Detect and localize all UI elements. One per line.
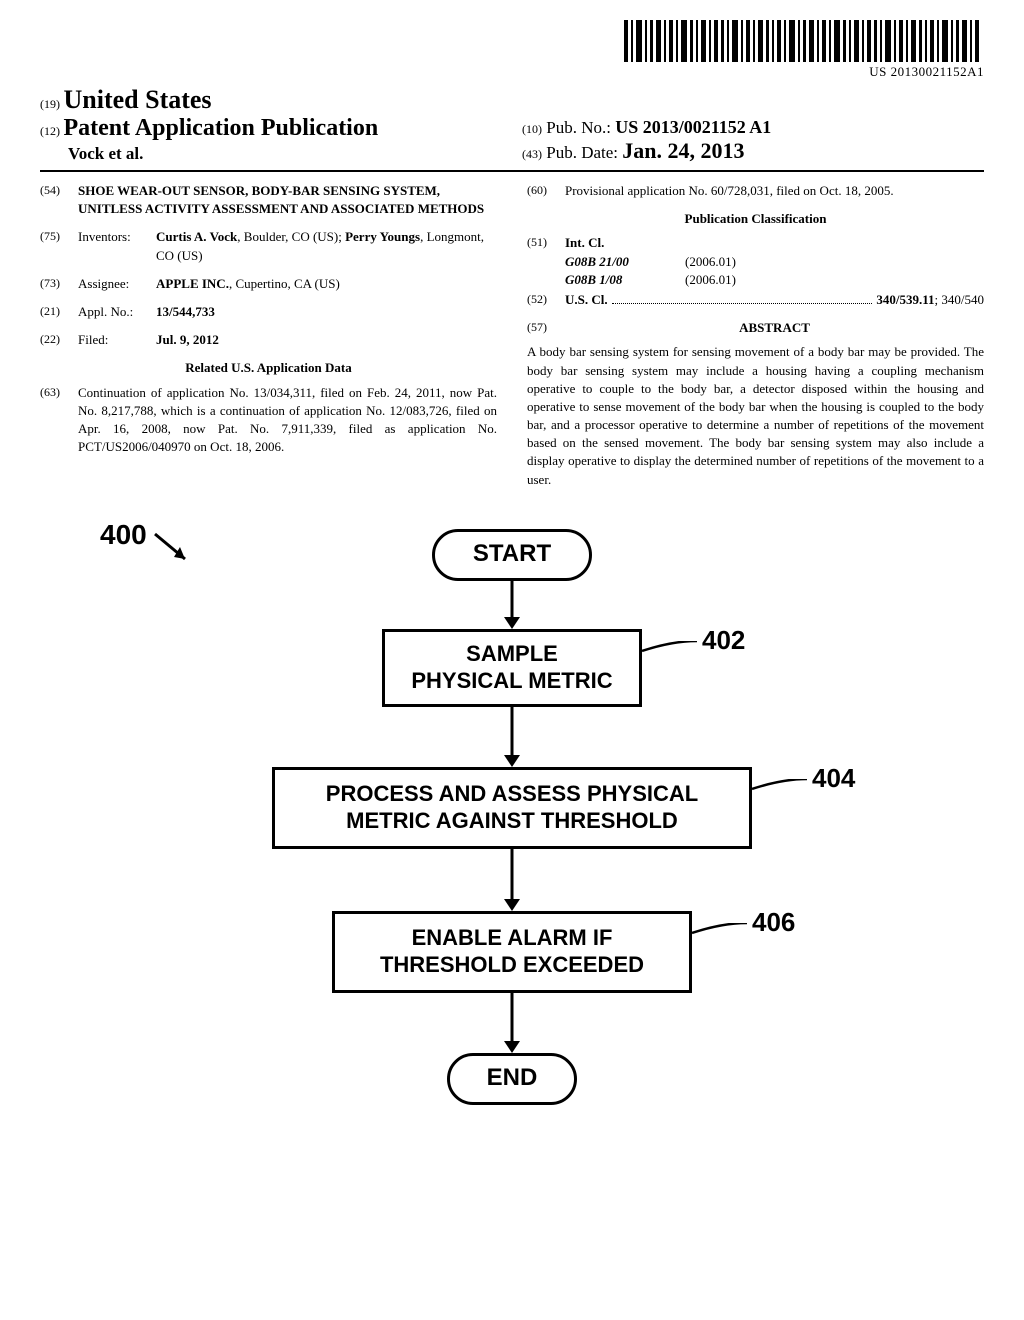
prov-text: Provisional application No. 60/728,031, … bbox=[565, 182, 984, 200]
ref-arrow-icon bbox=[150, 529, 200, 569]
intcl-label: Int. Cl. bbox=[565, 235, 604, 250]
flowchart-connector bbox=[500, 849, 524, 916]
right-column: (60) Provisional application No. 60/728,… bbox=[527, 182, 984, 489]
left-column: (54) SHOE WEAR-OUT SENSOR, BODY-BAR SENS… bbox=[40, 182, 497, 489]
flowchart-connector bbox=[500, 707, 524, 772]
flow-arrow-icon bbox=[500, 581, 524, 629]
pub-no-code: (10) bbox=[522, 122, 542, 136]
pub-type-code: (12) bbox=[40, 124, 60, 138]
header-authors: Vock et al. bbox=[68, 144, 143, 163]
inventors-names: Curtis A. Vock, Boulder, CO (US); Perry … bbox=[156, 229, 484, 262]
flowchart: 400 START SAMPLEPHYSICAL METRIC 402 PROCESS… bbox=[40, 519, 984, 1159]
flow-arrow-icon bbox=[500, 707, 524, 767]
prov-code: (60) bbox=[527, 182, 565, 200]
uscl-code: (52) bbox=[527, 291, 565, 309]
related-heading: Related U.S. Application Data bbox=[40, 359, 497, 377]
assignee-code: (73) bbox=[40, 275, 78, 293]
appl-code: (21) bbox=[40, 303, 78, 321]
inventors: Curtis A. Vock, Boulder, CO (US); Perry … bbox=[156, 228, 497, 264]
pub-no: US 2013/0021152 A1 bbox=[615, 117, 771, 137]
assignee-value: APPLE INC., Cupertino, CA (US) bbox=[156, 275, 497, 293]
barcode-region: US 20130021152A1 bbox=[40, 20, 984, 81]
flow-arrow-icon bbox=[500, 993, 524, 1053]
filed-code: (22) bbox=[40, 331, 78, 349]
cont-code: (63) bbox=[40, 384, 78, 457]
invention-title: SHOE WEAR-OUT SENSOR, BODY-BAR SENSING S… bbox=[78, 182, 497, 218]
flowchart-node-n404: PROCESS AND ASSESS PHYSICALMETRIC AGAINS… bbox=[272, 767, 752, 849]
flowchart-node-end: END bbox=[447, 1053, 577, 1105]
barcode: US 20130021152A1 bbox=[624, 20, 984, 80]
dot-leader bbox=[612, 292, 873, 304]
flowchart-callout-404: 404 bbox=[812, 763, 855, 794]
country-code: (19) bbox=[40, 97, 60, 111]
appl-no: 13/544,733 bbox=[156, 304, 215, 319]
assignee-label: Assignee: bbox=[78, 275, 156, 293]
pub-date: Jan. 24, 2013 bbox=[622, 138, 744, 163]
pub-no-label: Pub. No.: bbox=[546, 118, 611, 137]
flowchart-node-n402: SAMPLEPHYSICAL METRIC bbox=[382, 629, 642, 707]
flowchart-node-start: START bbox=[432, 529, 592, 581]
abstract-heading: ABSTRACT bbox=[565, 319, 984, 337]
appl-label: Appl. No.: bbox=[78, 303, 156, 321]
biblio-columns: (54) SHOE WEAR-OUT SENSOR, BODY-BAR SENS… bbox=[40, 182, 984, 489]
flowchart-connector bbox=[500, 581, 524, 634]
callout-line bbox=[692, 923, 752, 948]
pub-date-code: (43) bbox=[522, 147, 542, 161]
uscl-rest: ; 340/540 bbox=[935, 292, 984, 307]
callout-line bbox=[642, 641, 702, 666]
abstract-code: (57) bbox=[527, 319, 565, 341]
pub-type: Patent Application Publication bbox=[64, 115, 379, 141]
intcl-0-year: (2006.01) bbox=[685, 253, 736, 271]
cont-text: Continuation of application No. 13/034,3… bbox=[78, 384, 497, 457]
flowchart-connector bbox=[500, 993, 524, 1058]
title-code: (54) bbox=[40, 182, 78, 218]
header: (19) United States (12) Patent Applicati… bbox=[40, 85, 984, 172]
flowchart-node-n406: ENABLE ALARM IFTHRESHOLD EXCEEDED bbox=[332, 911, 692, 993]
intcl-1-code: G08B 1/08 bbox=[565, 271, 685, 289]
class-heading: Publication Classification bbox=[527, 210, 984, 228]
inventors-code: (75) bbox=[40, 228, 78, 264]
header-right: (10) Pub. No.: US 2013/0021152 A1 (43) P… bbox=[502, 117, 984, 164]
header-left: (19) United States (12) Patent Applicati… bbox=[40, 85, 502, 164]
intcl-1-year: (2006.01) bbox=[685, 271, 736, 289]
callout-line bbox=[752, 779, 812, 804]
pub-date-label: Pub. Date: bbox=[546, 143, 618, 162]
flowchart-callout-402: 402 bbox=[702, 625, 745, 656]
intcl-0-code: G08B 21/00 bbox=[565, 253, 685, 271]
barcode-svg bbox=[624, 20, 984, 62]
filed-label: Filed: bbox=[78, 331, 156, 349]
filed-date: Jul. 9, 2012 bbox=[156, 332, 219, 347]
uscl-bold: 340/539.11 bbox=[876, 292, 934, 307]
flowchart-callout-406: 406 bbox=[752, 907, 795, 938]
intcl-code: (51) bbox=[527, 234, 565, 289]
country-name: United States bbox=[64, 85, 212, 114]
barcode-text: US 20130021152A1 bbox=[624, 64, 984, 80]
flowchart-ref: 400 bbox=[100, 519, 147, 551]
inventors-label: Inventors: bbox=[78, 228, 156, 264]
abstract-text: A body bar sensing system for sensing mo… bbox=[527, 343, 984, 489]
flow-arrow-icon bbox=[500, 849, 524, 911]
uscl-label: U.S. Cl. bbox=[565, 291, 608, 309]
